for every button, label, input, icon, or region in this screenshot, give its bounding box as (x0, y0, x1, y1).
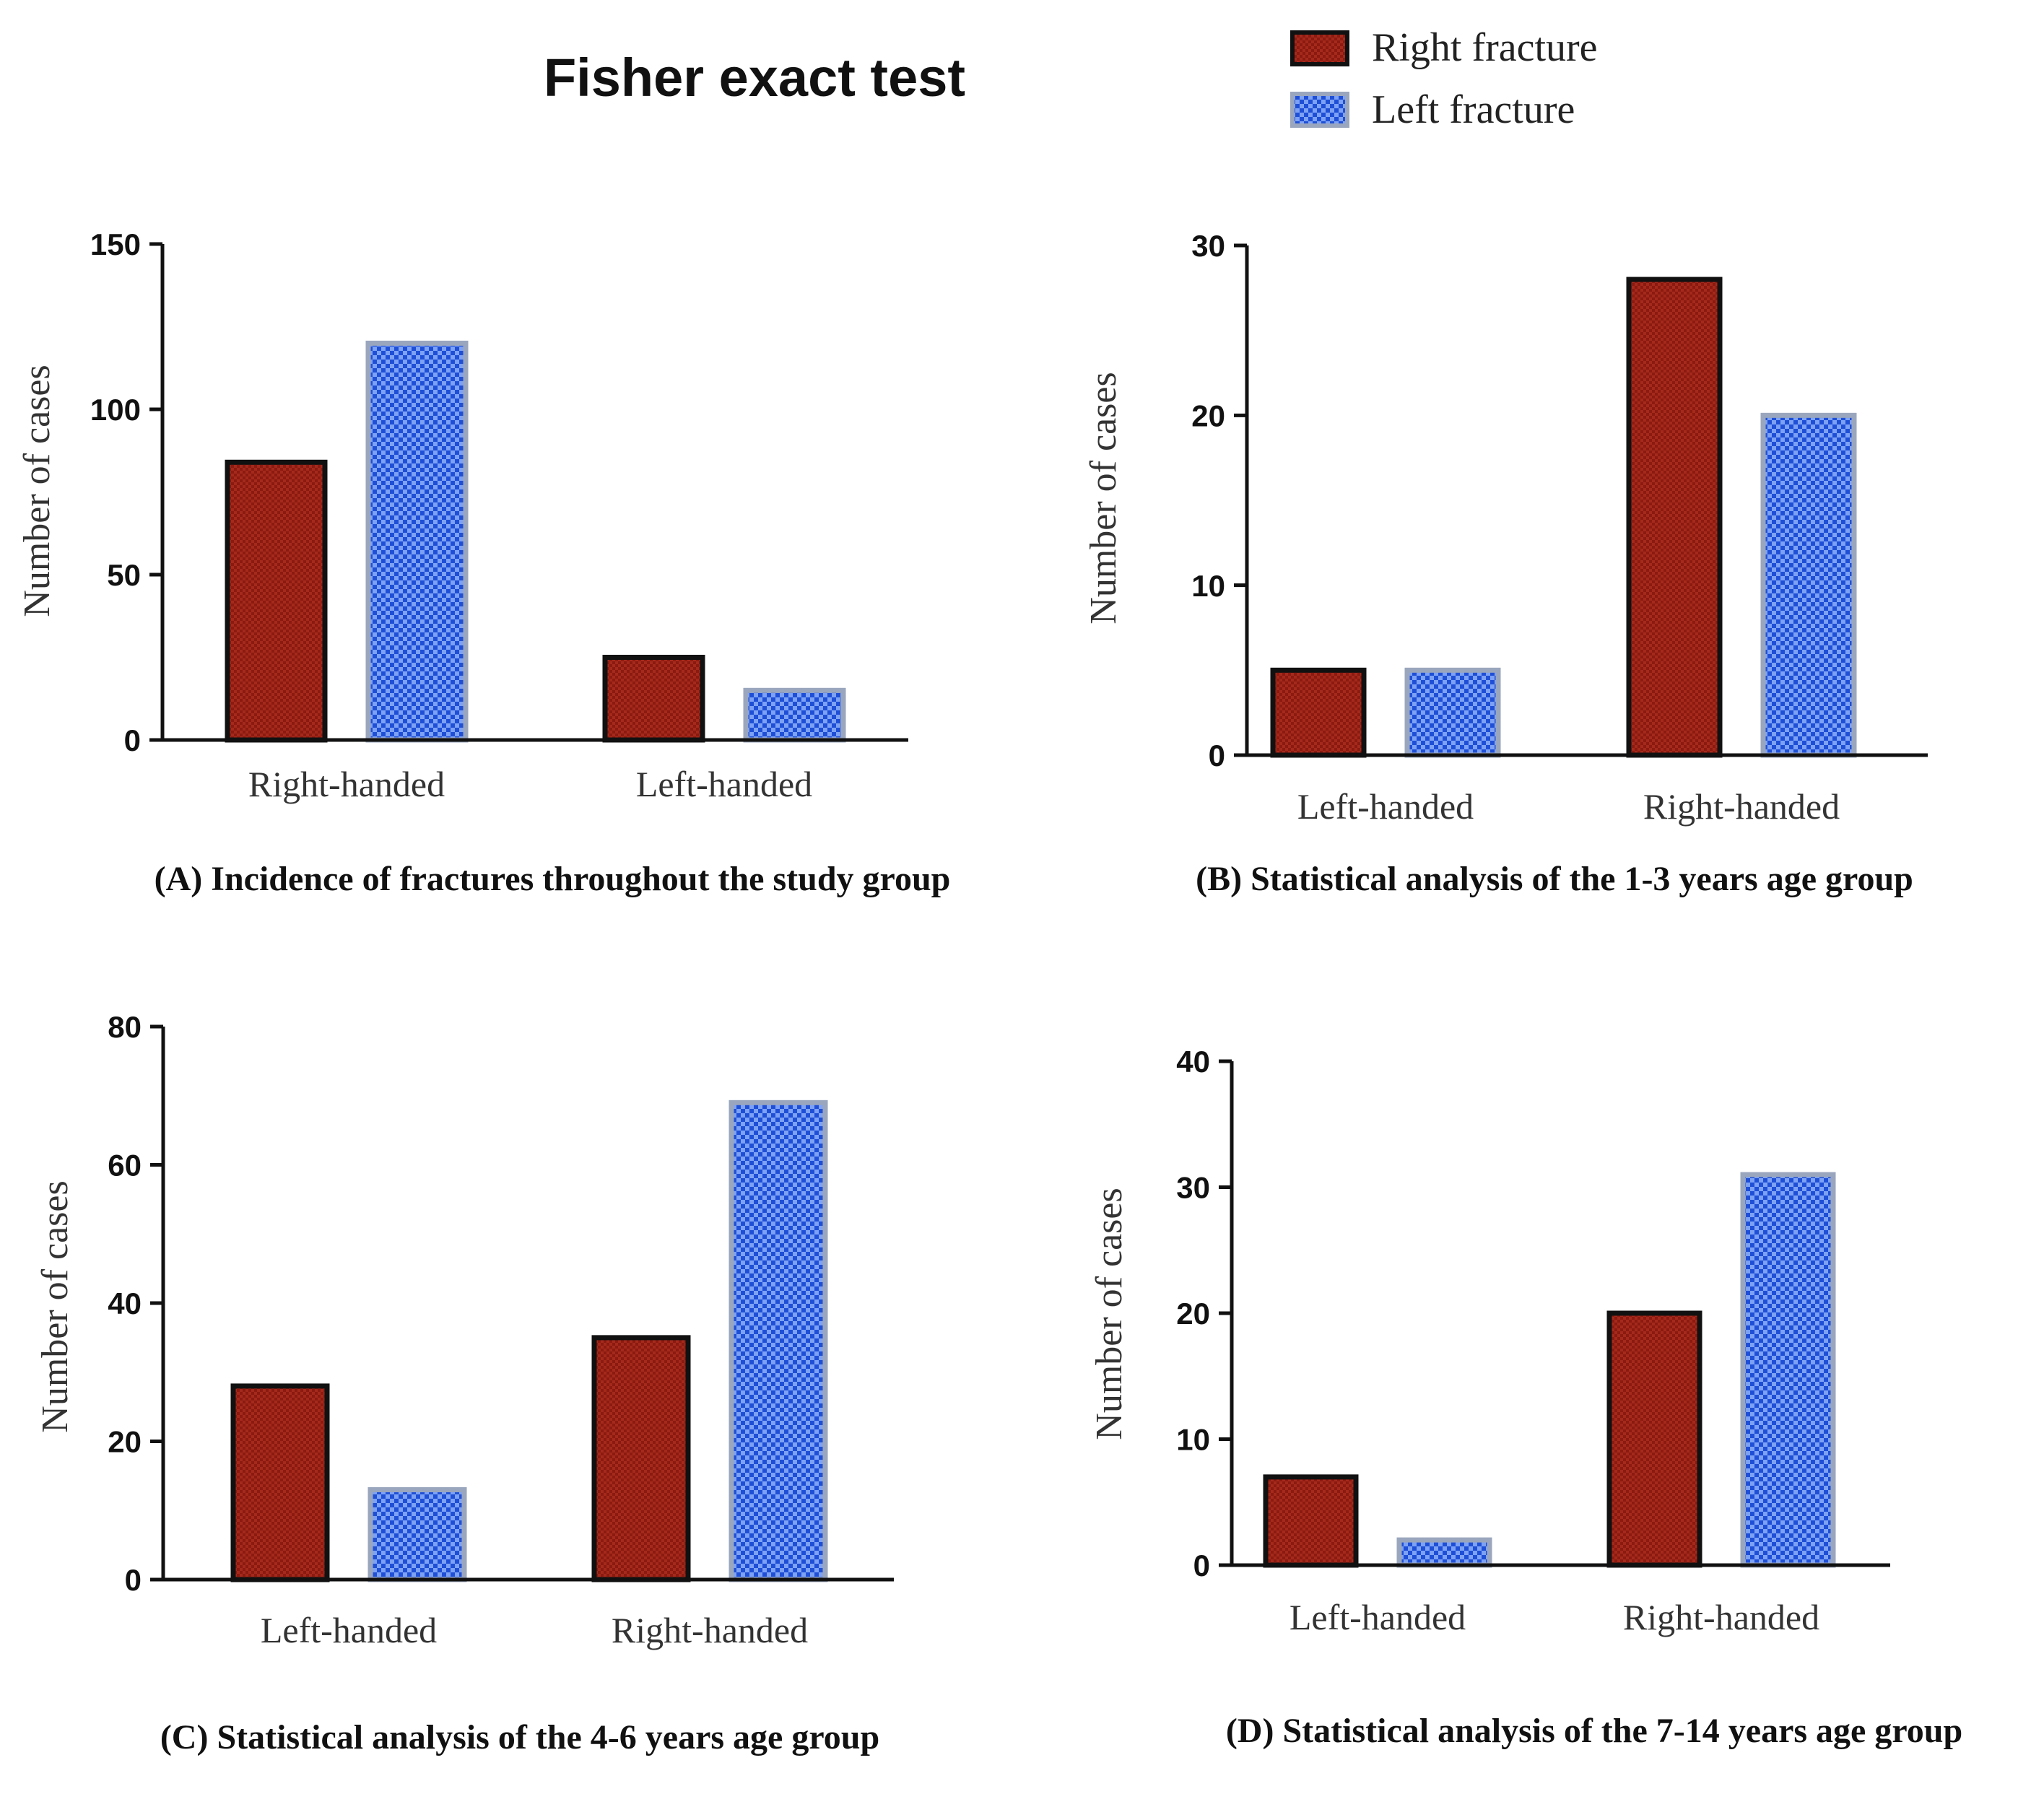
panel-caption: (A) Incidence of fractures throughout th… (155, 860, 951, 898)
legend-label-right-fracture: Right fracture (1372, 25, 1598, 70)
y-tick-label: 50 (107, 558, 141, 592)
panel-caption: (C) Statistical analysis of the 4-6 year… (160, 1718, 879, 1756)
y-tick-label: 150 (90, 227, 141, 261)
bar-left-handed-right-fracture (602, 655, 705, 743)
legend-label-left-fracture: Left fracture (1372, 87, 1575, 132)
figure-title: Fisher exact test (544, 48, 965, 108)
x-category-label: Left-handed (1297, 786, 1474, 827)
y-tick-label: 0 (124, 723, 141, 757)
x-category-label: Right-handed (1643, 786, 1840, 827)
y-tick-label: 0 (125, 1563, 142, 1597)
bar-right-handed-left-fracture (729, 1100, 828, 1582)
x-category-label: Right-handed (248, 764, 445, 804)
chart-panel-a: Right-handed Left-handed 0 50 100 150 Number o… (17, 227, 950, 898)
bar-right-handed-right-fracture (1626, 276, 1723, 758)
legend-swatch-right-fracture (1290, 30, 1349, 66)
x-category-label: Left-handed (1290, 1597, 1466, 1637)
bar-left-handed-left-fracture (1396, 1537, 1492, 1568)
y-tick-label: 10 (1191, 569, 1225, 603)
bar-right-handed-left-fracture (365, 340, 469, 743)
panel-caption: (D) Statistical analysis of the 7-14 yea… (1226, 1712, 1962, 1750)
legend-item-right-fracture: Right fracture (1290, 25, 1598, 70)
chart-panel-b: Left-handed Right-handed 0 10 20 30 Number of … (1083, 229, 1928, 898)
x-category-label: Left-handed (261, 1610, 437, 1650)
y-tick-label: 0 (1209, 739, 1225, 772)
y-tick-label: 80 (108, 1010, 142, 1044)
bar-right-handed-right-fracture (225, 459, 328, 743)
bar-left-handed-left-fracture (743, 687, 846, 743)
y-axis-label: Number of cases (35, 1180, 76, 1432)
y-tick-label: 20 (108, 1425, 142, 1459)
bar-right-handed-left-fracture (1760, 412, 1857, 758)
chart-panel-c: Left-handed Right-handed 0 20 40 60 80 Number o… (35, 1010, 894, 1756)
y-tick-label: 0 (1193, 1549, 1210, 1582)
y-tick-label: 60 (108, 1149, 142, 1183)
x-category-label: Right-handed (1623, 1597, 1819, 1637)
y-tick-label: 30 (1176, 1171, 1210, 1205)
y-axis-label: Number of cases (1083, 372, 1124, 624)
y-tick-label: 20 (1191, 399, 1225, 432)
x-category-label: Left-handed (636, 764, 812, 804)
y-axis-label: Number of cases (17, 365, 58, 617)
y-tick-label: 10 (1176, 1423, 1210, 1457)
x-category-label: Right-handed (612, 1610, 808, 1650)
panel-caption: (B) Statistical analysis of the 1-3 year… (1196, 860, 1913, 898)
y-tick-label: 40 (1176, 1045, 1210, 1079)
chart-panel-d: Left-handed Right-handed 0 10 20 30 40 Number o… (1089, 1045, 1962, 1750)
bar-left-handed-right-fracture (230, 1383, 330, 1582)
bar-left-handed-right-fracture (1263, 1474, 1359, 1568)
legend-swatch-left-fracture (1290, 92, 1349, 128)
y-tick-label: 30 (1191, 229, 1225, 263)
bar-left-handed-left-fracture (368, 1487, 467, 1582)
bar-right-handed-left-fracture (1740, 1172, 1836, 1568)
legend: Right fracture Left fracture (1290, 25, 1598, 132)
y-axis-label: Number of cases (1089, 1188, 1130, 1440)
bar-right-handed-right-fracture (591, 1335, 691, 1582)
y-tick-label: 100 (90, 393, 141, 427)
bar-left-handed-left-fracture (1404, 667, 1501, 758)
y-tick-label: 20 (1176, 1297, 1210, 1331)
bar-left-handed-right-fracture (1270, 667, 1367, 758)
y-tick-label: 40 (108, 1286, 142, 1320)
legend-item-left-fracture: Left fracture (1290, 87, 1575, 132)
bar-right-handed-right-fracture (1606, 1310, 1702, 1568)
